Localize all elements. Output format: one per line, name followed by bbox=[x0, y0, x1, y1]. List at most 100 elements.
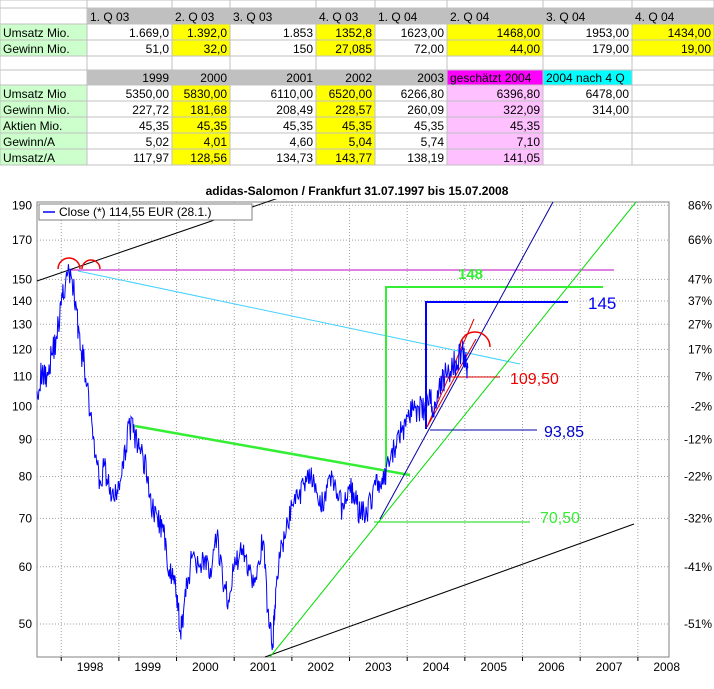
annotation-148: 148 bbox=[458, 266, 483, 283]
lower-channel-line bbox=[264, 523, 635, 658]
year-value-text: 6478,00 bbox=[586, 87, 630, 101]
sheet-grid: 1. Q 03 2. Q 03 3. Q 03 4. Q 03 1. Q 04 2. Q … bbox=[0, 0, 714, 166]
row-label-text: Umsatz Mio bbox=[3, 87, 67, 101]
year-value-text: 181,68 bbox=[190, 103, 227, 117]
legend-label: Close (*) 114,55 EUR (28.1.) bbox=[59, 205, 212, 219]
y-tick-label-left: 150 bbox=[12, 272, 32, 286]
quarter-value-text: 1953,00 bbox=[586, 26, 630, 40]
quarter-header-text: 2. Q 03 bbox=[175, 10, 215, 24]
blank-cell[interactable] bbox=[631, 0, 714, 9]
red-fan-line-2 bbox=[426, 338, 477, 428]
blank-cell[interactable] bbox=[631, 116, 714, 134]
x-tick-label: 2002 bbox=[307, 660, 334, 674]
year-header-cell[interactable] bbox=[0, 69, 88, 86]
blank-cell[interactable] bbox=[171, 55, 231, 71]
year-value-cell[interactable] bbox=[542, 116, 633, 134]
year-value-text: 5350,00 bbox=[126, 87, 170, 101]
price-chart[interactable]: 1998 1999 2000 2001 2002 2003 2004 2005 2006 2007… bbox=[0, 193, 714, 684]
year-value-text: 4,60 bbox=[290, 135, 314, 149]
blank-cell[interactable] bbox=[229, 0, 317, 9]
blank-cell[interactable] bbox=[631, 84, 714, 102]
blank-cell[interactable] bbox=[542, 55, 633, 71]
row-label-text: Umsatz/A bbox=[3, 151, 55, 165]
x-tick-label: 2005 bbox=[480, 660, 507, 674]
quarter-value-text: 27,085 bbox=[335, 42, 372, 56]
row-label-text: Gewinn/A bbox=[3, 135, 55, 149]
year-value-text: 6266,80 bbox=[401, 87, 445, 101]
quarter-value-text: 1623,00 bbox=[401, 26, 445, 40]
annotation-109-50: 109,50 bbox=[510, 371, 559, 388]
top-arc-3 bbox=[459, 331, 491, 348]
x-tick-label: 2006 bbox=[538, 660, 565, 674]
blank-cell[interactable] bbox=[229, 55, 317, 71]
blank-cell[interactable] bbox=[0, 55, 88, 71]
data-sheet: 1. Q 03 2. Q 03 3. Q 03 4. Q 03 1. Q 04 2. Q … bbox=[0, 0, 714, 184]
blank-cell[interactable] bbox=[315, 0, 376, 9]
legend: Close (*) 114,55 EUR (28.1.) bbox=[38, 203, 253, 221]
quarter-header-text: 1. Q 03 bbox=[90, 10, 130, 24]
y-tick-label-left: 120 bbox=[12, 342, 32, 356]
year-value-text: 4,01 bbox=[204, 135, 228, 149]
blank-cell[interactable] bbox=[631, 148, 714, 166]
blank-cell[interactable] bbox=[374, 0, 448, 9]
y-tick-label-left: 70 bbox=[19, 511, 33, 525]
blank-cell[interactable] bbox=[631, 132, 714, 150]
year-value-text: 45,35 bbox=[342, 119, 372, 133]
y-tick-label-right: 86% bbox=[688, 199, 712, 212]
row-label-text: Umsatz Mio. bbox=[3, 26, 70, 40]
blank-cell[interactable] bbox=[374, 55, 448, 71]
year-header-text: 2002 bbox=[345, 71, 372, 85]
year-header-text: geschätzt 2004 bbox=[450, 71, 532, 85]
year-value-text: 322,09 bbox=[503, 103, 540, 117]
blank-cell[interactable] bbox=[171, 0, 231, 9]
blank-cell[interactable] bbox=[446, 0, 544, 9]
year-value-text: 260,09 bbox=[407, 103, 444, 117]
year-value-text: 45,35 bbox=[197, 119, 227, 133]
row-label-text: Gewinn Mio. bbox=[3, 103, 70, 117]
y-tick-label-left: 100 bbox=[12, 400, 32, 414]
y-tick-label-left: 190 bbox=[12, 199, 32, 212]
year-value-cell[interactable] bbox=[542, 132, 633, 150]
blank-cell[interactable] bbox=[446, 55, 544, 71]
quarter-header-text: 4. Q 03 bbox=[319, 10, 359, 24]
downtrend-line-cyan bbox=[77, 270, 521, 365]
year-value-text: 7,10 bbox=[517, 135, 541, 149]
quarter-header-text: 2. Q 04 bbox=[450, 10, 490, 24]
quarter-value-text: 19,00 bbox=[681, 42, 711, 56]
y-tick-label-right: -32% bbox=[684, 511, 712, 525]
year-header-text: 1999 bbox=[142, 71, 169, 85]
y-tick-label-left: 140 bbox=[12, 294, 32, 308]
quarter-header-text: 3. Q 04 bbox=[546, 10, 586, 24]
blank-cell[interactable] bbox=[542, 0, 633, 9]
x-tick-label: 2003 bbox=[365, 660, 392, 674]
quarter-value-text: 1.853 bbox=[283, 26, 313, 40]
year-value-text: 45,35 bbox=[510, 119, 540, 133]
blank-cell[interactable] bbox=[315, 55, 376, 71]
quarter-value-text: 1434,00 bbox=[668, 26, 712, 40]
blank-cell[interactable] bbox=[631, 100, 714, 118]
y-tick-label-right: -2% bbox=[691, 400, 713, 414]
year-value-text: 141,05 bbox=[503, 151, 540, 165]
year-value-cell[interactable] bbox=[542, 148, 633, 166]
chart-svg[interactable]: 1998 1999 2000 2001 2002 2003 2004 2005 2006 2007… bbox=[0, 193, 714, 684]
year-value-text: 138,19 bbox=[407, 151, 444, 165]
quarter-header-text: 4. Q 04 bbox=[635, 10, 675, 24]
y-tick-label-right: 7% bbox=[695, 370, 713, 384]
blank-cell[interactable] bbox=[631, 55, 714, 71]
row-label-text: Aktien Mio. bbox=[3, 119, 62, 133]
y-tick-label-left: 90 bbox=[19, 433, 33, 447]
annotation-93-85: 93,85 bbox=[544, 424, 584, 441]
year-header-text: 2003 bbox=[417, 71, 444, 85]
blank-cell[interactable] bbox=[0, 0, 88, 9]
y-tick-label-left: 110 bbox=[13, 370, 32, 384]
y-tick-label-left: 130 bbox=[12, 317, 32, 331]
year-header-cell[interactable] bbox=[631, 69, 714, 86]
quarter-header-cell[interactable] bbox=[0, 7, 88, 25]
blank-cell[interactable] bbox=[86, 55, 173, 71]
year-header-text: 2004 nach 4 Q bbox=[546, 71, 625, 85]
axes: 1998 1999 2000 2001 2002 2003 2004 2005 2006 2007… bbox=[12, 198, 713, 674]
year-header-text: 2001 bbox=[286, 71, 313, 85]
annotation-70-50: 70,50 bbox=[540, 510, 580, 527]
blank-cell[interactable] bbox=[86, 0, 173, 9]
year-value-text: 6110,00 bbox=[271, 87, 314, 101]
